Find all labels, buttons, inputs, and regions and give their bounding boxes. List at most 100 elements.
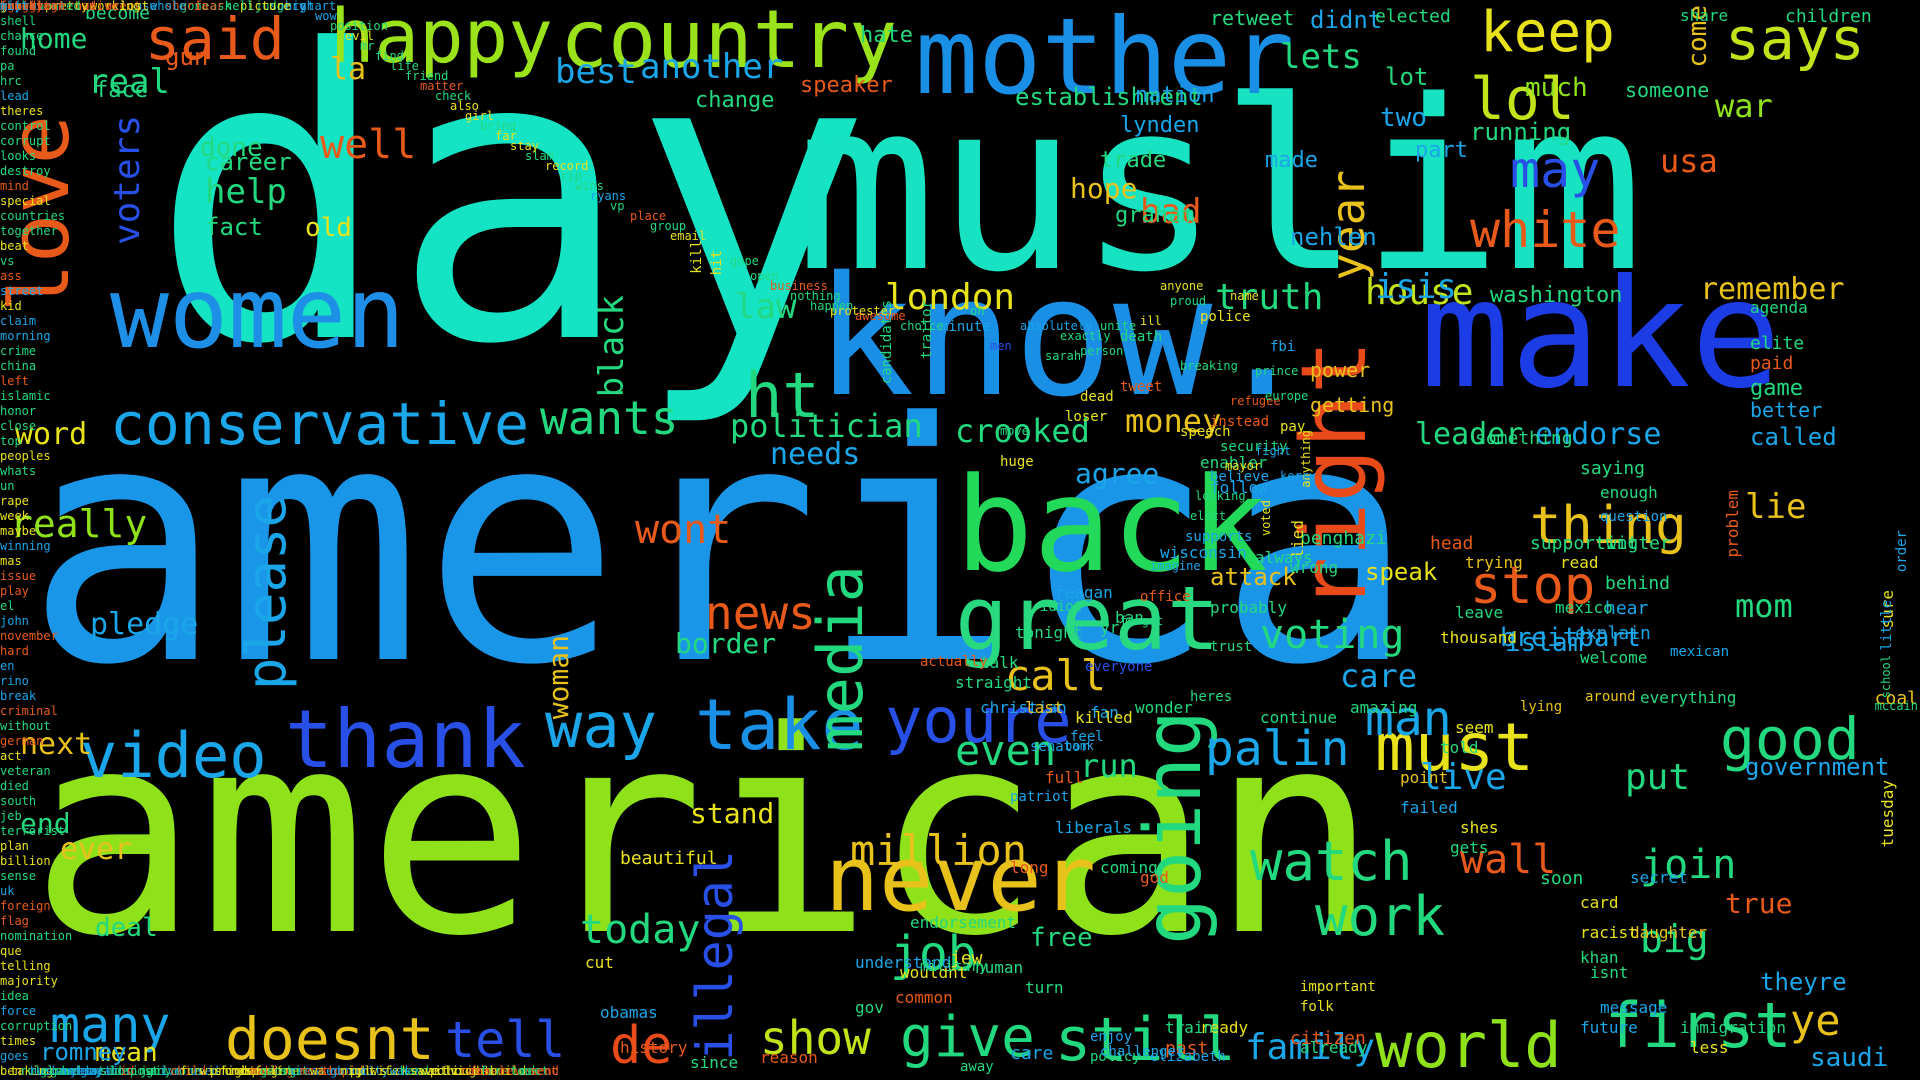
word-254: fan — [1090, 703, 1119, 722]
word-297: person — [1080, 344, 1124, 358]
word-192: lying — [1520, 699, 1563, 715]
word-377: ass — [0, 269, 22, 283]
word-32: must — [1375, 709, 1534, 786]
word-419: foreign — [0, 899, 51, 913]
word-53: today — [580, 907, 701, 953]
word-431: taking — [10, 1064, 54, 1078]
word-349: whole — [150, 0, 187, 13]
word-30: stop — [1470, 556, 1596, 616]
word-315: kill — [689, 240, 705, 274]
word-331: matter — [420, 79, 464, 93]
word-124: become — [85, 3, 151, 24]
word-169: hear — [1605, 598, 1649, 619]
word-259: yr — [1100, 618, 1120, 637]
word-145: made — [1265, 148, 1318, 173]
word-230: away — [960, 1059, 994, 1075]
word-496: ur — [0, 0, 15, 13]
word-159: problem — [1723, 490, 1742, 558]
word-68: crooked — [955, 412, 1090, 450]
word-23: way — [545, 689, 657, 762]
word-351: lost — [120, 0, 149, 13]
word-376: vs — [0, 254, 15, 268]
word-238: history — [620, 1038, 688, 1057]
word-264: wisconsin — [1160, 543, 1247, 562]
word-166: supporting — [1530, 533, 1639, 554]
word-476: race — [460, 1064, 489, 1078]
word-329: also — [450, 99, 479, 113]
word-274: refugee — [1230, 394, 1281, 408]
word-153: agenda — [1750, 298, 1808, 317]
word-482: meet — [520, 1064, 549, 1078]
word-93: ever — [60, 832, 133, 867]
word-383: china — [0, 359, 37, 373]
word-72: truth — [1215, 277, 1324, 318]
word-288: kerry — [1280, 469, 1317, 483]
word-391: un — [0, 479, 15, 493]
word-244: turn — [1025, 978, 1064, 997]
word-110: free — [1030, 923, 1093, 953]
word-213: isnt — [1590, 963, 1629, 982]
word-428: times — [0, 1034, 37, 1048]
word-486: nobody — [0, 0, 44, 13]
word-316: email — [670, 229, 707, 243]
word-290: police — [1200, 309, 1251, 325]
word-422: que — [0, 944, 22, 958]
word-258: everyone — [1085, 659, 1153, 675]
word-374: together — [0, 224, 58, 238]
word-305: choice — [900, 319, 944, 333]
word-105: hope — [1070, 172, 1138, 205]
word-50: ht — [745, 359, 820, 432]
word-120: done — [200, 133, 263, 163]
word-319: vp — [610, 199, 625, 213]
word-265: supports — [1185, 529, 1253, 545]
word-70: london — [885, 277, 1016, 318]
word-337: position — [330, 19, 388, 33]
word-255: wonder — [1135, 698, 1193, 717]
word-479: build — [490, 1064, 527, 1078]
word-172: explain — [1575, 623, 1651, 644]
word-373: countries — [0, 209, 66, 223]
word-447: child — [170, 1064, 207, 1078]
word-67: politician — [730, 407, 923, 445]
word-160: question — [1600, 509, 1668, 525]
word-187: heres — [1190, 689, 1233, 705]
word-165: trying — [1465, 553, 1523, 572]
word-445: anymore — [150, 1064, 201, 1078]
word-221: immigration — [1680, 1018, 1786, 1037]
word-52: show — [760, 1011, 871, 1065]
word-42: work — [1315, 885, 1446, 948]
word-191: seem — [1455, 718, 1494, 737]
word-152: paid — [1750, 353, 1794, 374]
word-243: endorsement — [910, 913, 1016, 932]
word-114: mean — [95, 1038, 158, 1068]
word-41: job — [890, 926, 977, 982]
word-355: crowd — [60, 0, 97, 13]
word-278: move — [1000, 424, 1029, 438]
word-330: check — [435, 89, 472, 103]
word-441: losing — [110, 1064, 154, 1078]
word-298: exactly — [1060, 329, 1111, 343]
word-47: man — [1365, 691, 1452, 747]
word-233: understand — [855, 953, 952, 972]
word-1: muslim — [795, 51, 1644, 324]
word-138: children — [1785, 6, 1872, 27]
word-284: pay — [1280, 419, 1306, 435]
word-362: found — [0, 44, 37, 58]
word-405: break — [0, 689, 37, 703]
word-201: mccain — [1874, 699, 1918, 713]
word-321: wins — [575, 179, 604, 193]
word-385: islamic — [0, 389, 51, 403]
word-420: flag — [0, 914, 29, 928]
word-118: old — [305, 213, 352, 243]
word-236: reason — [760, 1048, 818, 1067]
word-91: another — [640, 47, 784, 87]
word-49: wants — [540, 391, 679, 445]
word-210: racist — [1580, 923, 1638, 942]
word-40: tell — [445, 1011, 566, 1069]
word-209: daughter — [1630, 923, 1708, 942]
word-202: tuesday — [1878, 780, 1897, 848]
word-9: great — [955, 567, 1220, 670]
word-295: death — [1120, 329, 1163, 345]
word-438: guy — [80, 1064, 102, 1078]
word-228: challenger — [1100, 1044, 1185, 1060]
